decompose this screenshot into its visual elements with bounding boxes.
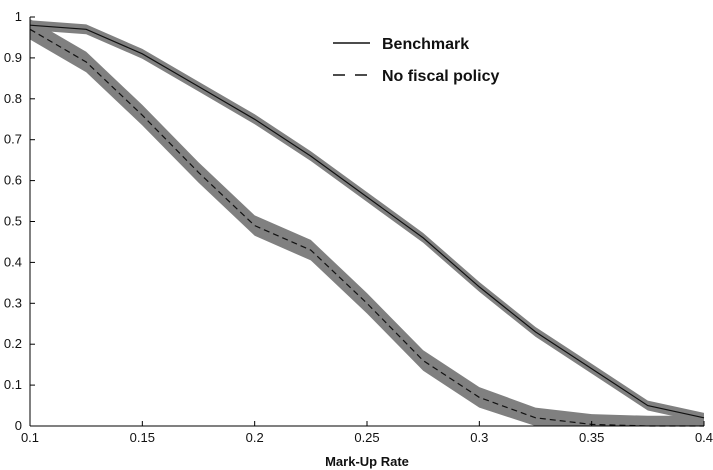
- y-tick-label: 0.5: [4, 214, 22, 229]
- x-tick-label: 0.3: [470, 430, 488, 445]
- axes: [29, 17, 704, 427]
- y-ticks: 0 0.1 0.2 0.3 0.4 0.5 0.6 0.7 0.8 0.9 1: [4, 9, 35, 433]
- y-tick-label: 0: [15, 418, 22, 433]
- x-ticks: 0.1 0.15 0.2 0.25 0.3 0.35 0.4: [21, 421, 713, 445]
- no-fiscal-policy-band: [30, 19, 704, 426]
- y-tick-label: 0.6: [4, 173, 22, 188]
- y-tick-label: 0.2: [4, 336, 22, 351]
- legend: Benchmark No fiscal policy: [333, 36, 499, 85]
- x-tick-label: 0.15: [130, 430, 155, 445]
- y-tick-label: 1: [15, 9, 22, 24]
- no-fiscal-policy-line: [29, 28, 704, 427]
- benchmark-line: [29, 24, 705, 419]
- benchmark-band: [30, 20, 704, 423]
- series-lines: [29, 24, 705, 427]
- confidence-bands: [30, 19, 704, 426]
- x-tick-label: 0.1: [21, 430, 39, 445]
- x-tick-label: 0.25: [354, 430, 379, 445]
- x-tick-label: 0.2: [246, 430, 264, 445]
- y-tick-label: 0.9: [4, 50, 22, 65]
- legend-no-fiscal-policy-label: No fiscal policy: [382, 68, 499, 85]
- legend-benchmark-label: Benchmark: [382, 36, 469, 53]
- y-tick-label: 0.4: [4, 254, 22, 269]
- x-tick-label: 0.4: [695, 430, 713, 445]
- x-tick-label: 0.35: [579, 430, 604, 445]
- x-axis-title: Mark-Up Rate: [325, 454, 409, 469]
- y-tick-label: 0.8: [4, 91, 22, 106]
- y-tick-label: 0.3: [4, 295, 22, 310]
- y-tick-label: 0.1: [4, 377, 22, 392]
- y-tick-label: 0.7: [4, 132, 22, 147]
